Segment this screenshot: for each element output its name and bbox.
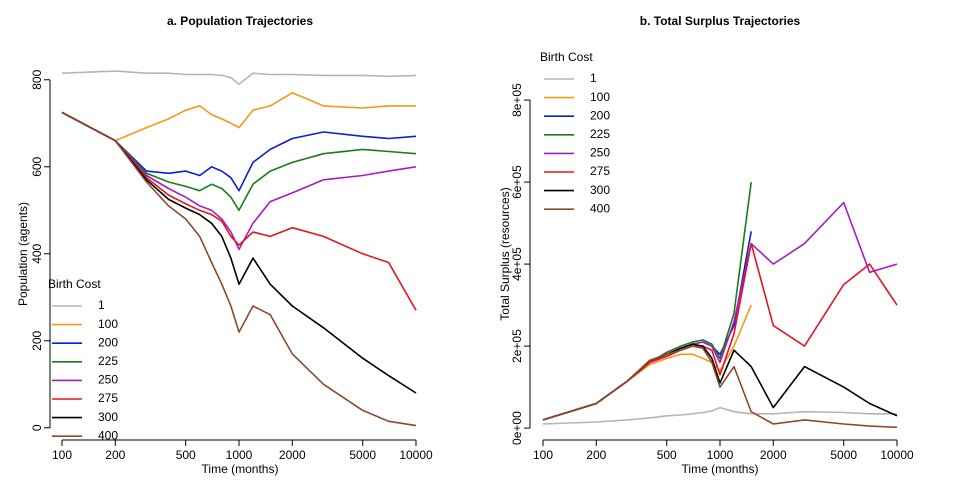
series-line [61, 92, 416, 142]
chart-title: b. Total Surplus Trajectories [640, 14, 801, 28]
y-tick-label: 0e+00 [510, 411, 524, 445]
x-tick-label: 1000 [226, 448, 253, 462]
series-line [542, 181, 752, 421]
legend-label: 300 [98, 410, 118, 424]
x-tick-label: 200 [586, 448, 606, 462]
series-line [61, 111, 417, 394]
series-line [61, 70, 417, 85]
y-tick-label: 8e+05 [510, 83, 524, 117]
x-tick-label: 100 [533, 448, 553, 462]
x-tick-label: 10000 [880, 448, 914, 462]
legend-label: 400 [590, 201, 610, 215]
legend-label: 250 [590, 146, 610, 160]
x-axis-title: Time (months) [202, 462, 279, 476]
legend-label: 400 [98, 428, 118, 442]
legend-label: 100 [98, 317, 118, 331]
legend-label: 1 [98, 298, 105, 312]
x-tick-label: 10000 [399, 448, 433, 462]
series-line [542, 231, 752, 421]
legend-label: 200 [590, 108, 610, 122]
x-tick-label: 5000 [830, 448, 857, 462]
y-tick-label: 4e+05 [510, 247, 524, 281]
x-tick-label: 1000 [707, 448, 734, 462]
x-tick-label: 100 [52, 448, 72, 462]
y-tick-label: 2e+05 [510, 329, 524, 363]
y-tick-label: 400 [30, 243, 44, 263]
x-tick-label: 5000 [349, 448, 376, 462]
x-axis-title: Time (months) [682, 462, 759, 476]
y-tick-label: 600 [30, 156, 44, 176]
legend-label: 1 [590, 71, 597, 85]
y-tick-label: 800 [30, 69, 44, 89]
series-line [61, 111, 417, 311]
x-tick-label: 500 [176, 448, 196, 462]
legend-label: 275 [590, 164, 610, 178]
legend-label: 300 [590, 183, 610, 197]
legend-label: 250 [98, 373, 118, 387]
y-tick-label: 0 [30, 424, 44, 431]
legend-label: 225 [98, 354, 118, 368]
y-axis-title: Total Surplus (resources) [498, 187, 512, 320]
legend-title: Birth Cost [540, 50, 593, 64]
y-tick-label: 6e+05 [510, 165, 524, 199]
y-tick-label: 200 [30, 330, 44, 350]
series-line [61, 111, 417, 192]
legend-label: 275 [98, 391, 118, 405]
series-line [61, 111, 417, 212]
x-tick-label: 2000 [760, 448, 787, 462]
y-axis-title: Population (agents) [16, 202, 30, 306]
legend-label: 100 [590, 90, 610, 104]
x-tick-label: 200 [105, 448, 125, 462]
chart-title: a. Population Trajectories [167, 14, 313, 28]
series-line [542, 242, 898, 421]
series-line [61, 111, 417, 427]
x-tick-label: 500 [657, 448, 677, 462]
legend-label: 225 [590, 127, 610, 141]
legend-title: Birth Cost [48, 277, 101, 291]
series-line [542, 343, 898, 421]
series-line [542, 406, 897, 425]
series-line [61, 111, 417, 251]
x-tick-label: 2000 [279, 448, 306, 462]
legend-label: 200 [98, 335, 118, 349]
series-line [542, 345, 898, 429]
